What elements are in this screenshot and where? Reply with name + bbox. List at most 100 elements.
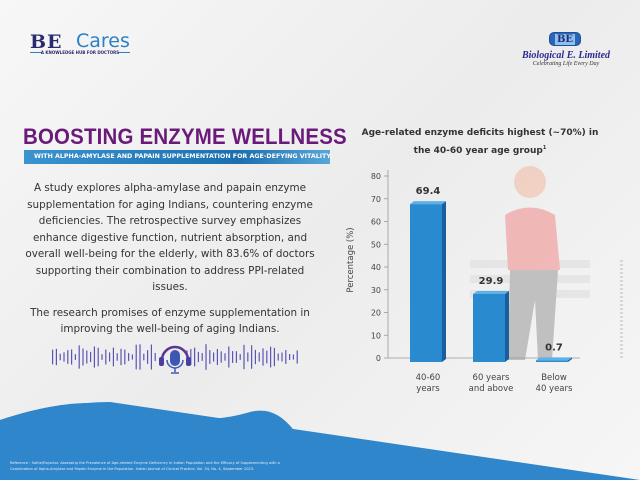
waveform-bar <box>131 354 133 360</box>
waveform-bar <box>147 350 149 364</box>
side-fineprint <box>620 260 623 360</box>
article-body: A study explores alpha-amylase and papai… <box>20 180 320 347</box>
data-label: 69.4 <box>416 186 441 197</box>
waveform-bar <box>105 349 107 365</box>
bar <box>410 204 442 362</box>
y-tick-label: 80 <box>371 172 381 181</box>
waveform-bar <box>52 349 54 365</box>
becares-logo-be: BE <box>30 31 63 53</box>
waveform-bar <box>139 344 141 370</box>
waveform-bar <box>247 352 249 362</box>
waveform-bar <box>228 346 230 368</box>
waveform-bar <box>281 352 283 362</box>
waveform-bar <box>112 347 114 367</box>
waveform-bar <box>220 351 222 363</box>
waveform-bar <box>67 350 69 364</box>
waveform-bar <box>292 354 294 360</box>
y-tick-label: 50 <box>371 240 381 249</box>
bar-top <box>536 357 572 361</box>
waveform-bar <box>59 353 61 361</box>
bar-side <box>568 357 572 362</box>
becares-tagline: A KNOWLEDGE HUB FOR DOCTORS <box>40 50 120 55</box>
data-label: 29.9 <box>479 276 504 287</box>
divider <box>118 52 130 53</box>
page-title: BOOSTING ENZYME WELLNESS <box>23 124 347 149</box>
y-tick-label: 40 <box>371 263 381 272</box>
x-tick-label: years <box>416 384 440 394</box>
waveform-bar <box>213 352 215 362</box>
waveform-bar <box>109 352 111 362</box>
waveform-bar <box>150 344 152 370</box>
waveform-bar <box>254 349 256 365</box>
paragraph: The research promises of enzyme suppleme… <box>30 306 310 336</box>
waveform-bar <box>55 348 57 366</box>
becares-logo-cares: Cares <box>76 30 130 52</box>
waveform-bar <box>78 345 80 369</box>
reference-text: Reference : Sathe/Rajurkar. Assessing th… <box>10 461 280 471</box>
x-tick-label: 40-60 <box>416 373 441 383</box>
waveform-bar <box>135 344 137 370</box>
waveform-bar <box>239 354 241 360</box>
waveform-bar <box>128 353 130 361</box>
biological-e-logo: BE <box>549 32 581 46</box>
waveform-bar <box>209 350 211 364</box>
y-tick-label: 10 <box>371 331 381 340</box>
waveform-bar <box>86 350 88 364</box>
x-tick-label: Below <box>541 373 567 383</box>
x-tick-label: and above <box>469 384 514 394</box>
waveform-bar <box>285 350 287 364</box>
page-subtitle: WITH ALPHA-AMYLASE AND PAPAIN SUPPLEMENT… <box>24 150 332 164</box>
waveform-bar <box>277 353 279 361</box>
footer-wave <box>0 402 640 480</box>
waveform-bar <box>232 351 234 363</box>
bar-top <box>473 290 509 294</box>
waveform-bar <box>116 353 118 361</box>
company-name: Biological E. Limited <box>521 50 611 61</box>
waveform-bar <box>224 353 226 361</box>
y-tick-label: 30 <box>371 286 381 295</box>
waveform-bar <box>124 349 126 365</box>
company-tagline: Celebrating Life Every Day <box>532 61 600 67</box>
waveform-bar <box>289 354 291 360</box>
waveform-bar <box>101 354 103 360</box>
waveform-bar <box>190 348 192 366</box>
waveform-bar <box>63 352 65 362</box>
waveform-bar <box>296 350 298 364</box>
y-tick-label: 70 <box>371 195 381 204</box>
headphone-microphone-icon[interactable] <box>159 345 191 374</box>
paragraph: A study explores alpha-amylase and papai… <box>25 182 315 293</box>
bar-side <box>442 201 446 362</box>
y-tick-label: 60 <box>371 218 381 227</box>
audio-waveform[interactable] <box>50 340 300 374</box>
y-tick-label: 20 <box>371 309 381 318</box>
waveform-bar <box>93 346 95 368</box>
x-tick-label: 60 years <box>473 373 510 383</box>
x-tick-label: 40 years <box>536 384 573 394</box>
waveform-bar <box>266 350 268 364</box>
waveform-bar <box>120 348 122 366</box>
waveform-bar <box>216 348 218 366</box>
waveform-bar <box>197 351 199 363</box>
waveform-bar <box>243 344 245 370</box>
bar-side <box>505 290 509 362</box>
y-tick-label: 0 <box>376 354 381 363</box>
bar-top <box>410 201 446 205</box>
y-axis-label: Percentage (%) <box>346 227 356 292</box>
data-label: 0.7 <box>545 342 563 353</box>
waveform-bar <box>143 353 145 361</box>
illustration-elderly-man <box>470 166 590 360</box>
waveform-bar <box>273 347 275 367</box>
waveform-bar <box>82 348 84 366</box>
waveform-bar <box>201 353 203 361</box>
waveform-bar <box>205 344 207 370</box>
waveform-bar <box>235 351 237 363</box>
waveform-bar <box>154 352 156 362</box>
waveform-bar <box>251 345 253 369</box>
divider <box>30 52 42 53</box>
waveform-bar <box>74 354 76 360</box>
waveform-bar <box>90 351 92 363</box>
chart-title: Age-related enzyme deficits highest (~70… <box>361 128 599 156</box>
bar <box>536 360 568 362</box>
waveform-bar <box>258 352 260 362</box>
